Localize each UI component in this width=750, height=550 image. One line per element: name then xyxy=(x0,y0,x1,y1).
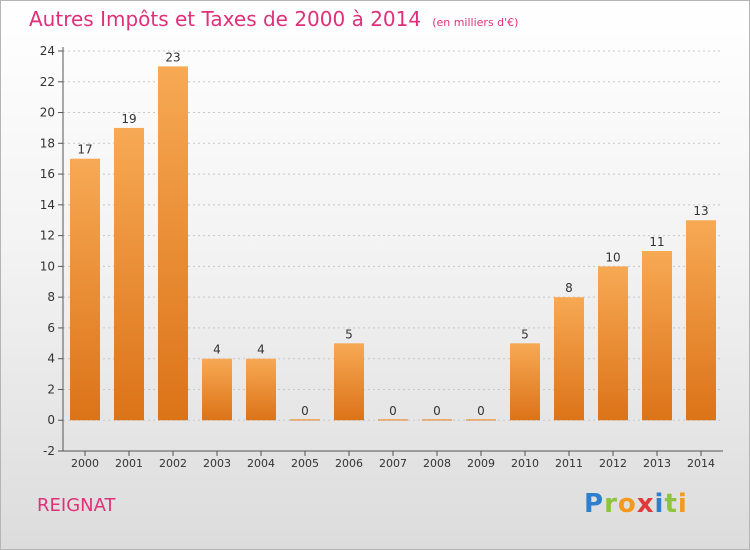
y-tick-label: 0 xyxy=(47,413,55,427)
x-tick-label: 2011 xyxy=(555,457,583,470)
x-tick-label: 2002 xyxy=(159,457,187,470)
bar-value-label: 17 xyxy=(77,143,92,157)
x-tick-label: 2000 xyxy=(71,457,99,470)
bar xyxy=(290,419,320,421)
y-tick-label: 22 xyxy=(40,75,55,89)
bar-value-label: 0 xyxy=(477,404,485,418)
x-tick-label: 2006 xyxy=(335,457,363,470)
x-tick-label: 2012 xyxy=(599,457,627,470)
bar xyxy=(686,220,716,421)
x-tick-label: 2004 xyxy=(247,457,275,470)
bar-value-label: 0 xyxy=(389,404,397,418)
bar-value-label: 4 xyxy=(257,343,265,357)
y-tick-label: 8 xyxy=(47,290,55,304)
y-tick-label: 4 xyxy=(47,352,55,366)
bar xyxy=(598,266,628,421)
commune-name: REIGNAT xyxy=(37,495,116,516)
bar xyxy=(422,419,452,421)
bar xyxy=(202,358,232,421)
y-tick-label: 18 xyxy=(40,136,55,150)
bar xyxy=(466,419,496,421)
bar-value-label: 19 xyxy=(121,112,136,126)
logo-letter: t xyxy=(664,489,678,519)
y-tick-label: 2 xyxy=(47,382,55,396)
x-tick-label: 2009 xyxy=(467,457,495,470)
logo-letter: P xyxy=(584,489,605,519)
bar xyxy=(114,127,144,421)
bar-value-label: 23 xyxy=(165,50,180,64)
bar-value-label: 0 xyxy=(433,404,441,418)
bar-value-label: 10 xyxy=(605,250,620,264)
bar-value-label: 11 xyxy=(649,235,664,249)
y-tick-label: 24 xyxy=(40,44,55,58)
x-tick-label: 2014 xyxy=(687,457,715,470)
x-tick-label: 2008 xyxy=(423,457,451,470)
x-tick-label: 2013 xyxy=(643,457,671,470)
bar-value-label: 13 xyxy=(693,204,708,218)
chart-title: Autres Impôts et Taxes de 2000 à 2014 xyxy=(29,7,422,31)
bar xyxy=(378,419,408,421)
x-tick-label: 2005 xyxy=(291,457,319,470)
bar xyxy=(334,343,364,421)
logo-letter: i xyxy=(654,489,665,519)
bar xyxy=(642,251,672,421)
y-tick-label: 10 xyxy=(40,259,55,273)
y-tick-label: 20 xyxy=(40,106,55,120)
x-tick-label: 2001 xyxy=(115,457,143,470)
logo-letter: o xyxy=(617,489,637,519)
bar-value-label: 5 xyxy=(345,327,353,341)
bar-value-label: 4 xyxy=(213,343,221,357)
y-tick-label: 14 xyxy=(40,198,55,212)
bar-value-label: 5 xyxy=(521,327,529,341)
bar xyxy=(510,343,540,421)
x-tick-label: 2010 xyxy=(511,457,539,470)
bar xyxy=(554,297,584,421)
y-tick-label: 6 xyxy=(47,321,55,335)
proxiti-logo: Proxiti xyxy=(584,489,688,519)
x-tick-label: 2003 xyxy=(203,457,231,470)
bar xyxy=(246,358,276,421)
logo-letter: i xyxy=(677,489,688,519)
chart-subtitle: (en milliers d'€) xyxy=(432,16,519,29)
logo-letter: x xyxy=(636,489,655,519)
bar-value-label: 8 xyxy=(565,281,573,295)
y-tick-label: -2 xyxy=(43,444,55,458)
x-tick-label: 2007 xyxy=(379,457,407,470)
bar xyxy=(158,66,188,421)
y-tick-label: 12 xyxy=(40,229,55,243)
chart-title-block: Autres Impôts et Taxes de 2000 à 2014 (e… xyxy=(29,7,518,31)
bar-value-label: 0 xyxy=(301,404,309,418)
bar xyxy=(70,158,100,421)
y-tick-label: 16 xyxy=(40,167,55,181)
logo-letter: r xyxy=(604,489,618,519)
